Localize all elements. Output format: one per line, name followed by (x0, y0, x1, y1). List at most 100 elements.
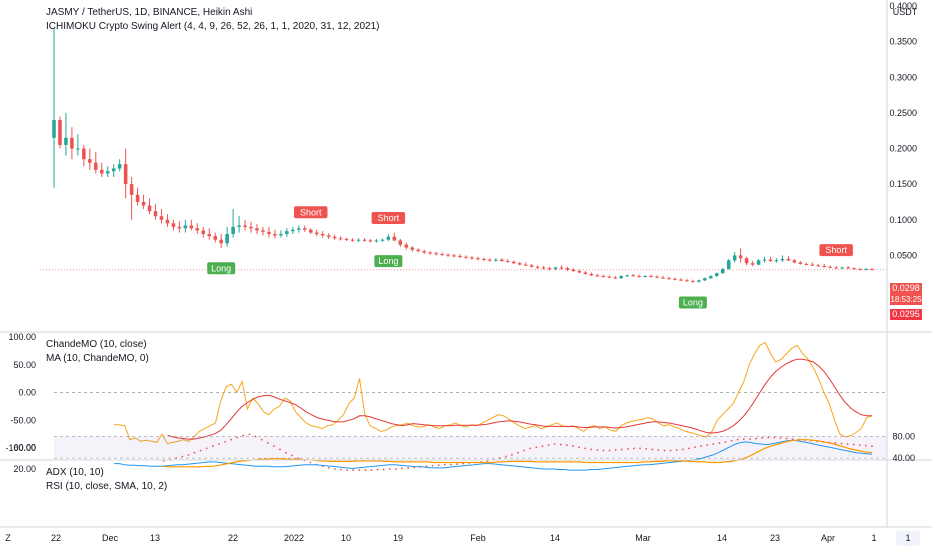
candle-body (571, 269, 576, 272)
adx-dot (779, 437, 782, 439)
adx-dot (614, 449, 617, 451)
adx-dot (724, 440, 727, 443)
candle-body (834, 267, 838, 269)
time-tick: 13 (150, 533, 160, 543)
candle-body (565, 268, 570, 270)
candle-body (756, 260, 761, 265)
price-candles (52, 27, 874, 283)
candle-body (458, 256, 462, 258)
adx-dot (266, 442, 269, 444)
adx-dot (193, 451, 196, 454)
adx-dot (529, 447, 532, 450)
adx-dot (230, 438, 233, 441)
candle-body (786, 258, 791, 261)
candle-body (70, 137, 74, 149)
candle-body (422, 251, 426, 253)
candle-body (637, 276, 641, 278)
adx-dot (224, 440, 226, 443)
currency-label: USDT (893, 7, 918, 17)
last-price-tag: 0.0298 (890, 283, 922, 294)
candle-body (559, 267, 564, 269)
adx-dot (675, 449, 678, 451)
adx-dot (431, 464, 434, 467)
candle-body (76, 148, 80, 150)
candle-body (410, 247, 415, 250)
adx-dot (645, 448, 648, 450)
adx-dot (272, 445, 275, 448)
adx-dot (633, 447, 635, 450)
adx-dot (498, 457, 501, 460)
indicator-title: ICHIMOKU Crypto Swing Alert (4, 4, 9, 26… (46, 21, 380, 32)
signal-short-badge (293, 206, 328, 219)
adx-dot (370, 469, 373, 471)
time-tick: 1 (871, 533, 876, 543)
candle-body (440, 253, 444, 255)
symbol-title: JASMY / TetherUS, 1D, BINANCE, Heikin As… (46, 7, 253, 18)
adx-dot (749, 438, 751, 441)
chande-tick: 0.00 (18, 388, 36, 398)
candle-body (213, 236, 217, 240)
adx-dot (425, 465, 428, 468)
candle-body (732, 255, 737, 261)
adx-dot (785, 437, 788, 440)
adx-dot (352, 469, 355, 471)
candle-body (494, 259, 498, 261)
price-tick: 0.0500 (889, 250, 917, 260)
price-tick: 0.3500 (889, 37, 917, 47)
adx-dot (584, 447, 587, 450)
candle-body (123, 164, 128, 185)
candle-body (159, 216, 164, 220)
candle-body (822, 266, 827, 268)
candle-body (846, 267, 850, 269)
candle-body (380, 239, 385, 241)
candle-body (255, 228, 259, 231)
candle-body (285, 231, 289, 234)
candle-body (135, 194, 140, 202)
adx-dot (535, 446, 538, 449)
low-price-tag: 0.0295 (890, 309, 922, 320)
adx-dot (340, 468, 342, 471)
candle-body (261, 230, 265, 232)
candle-body (207, 234, 212, 237)
candle-body (738, 255, 743, 259)
adx-dot (871, 445, 873, 448)
zoom-label: 1 (905, 533, 910, 543)
adx-dot (755, 437, 757, 440)
candle-body (679, 279, 683, 281)
chande-tick: 100.00 (8, 332, 36, 342)
candle-body (828, 266, 832, 268)
candle-body (165, 219, 170, 224)
candle-body (476, 258, 480, 260)
candle-body (744, 258, 749, 264)
candle-body (685, 280, 689, 282)
candle-body (82, 148, 86, 160)
candle-body (338, 238, 343, 240)
candle-body (105, 171, 110, 174)
candle-body (464, 256, 468, 258)
candle-body (201, 230, 206, 234)
time-tick: 14 (550, 533, 560, 543)
time-tick: 2022 (284, 533, 304, 543)
candle-body (153, 211, 158, 217)
candle-body (643, 276, 647, 278)
zoom-button (896, 531, 920, 546)
adx-dot (510, 453, 513, 456)
adx-dot (608, 449, 611, 452)
candle-body (273, 234, 277, 236)
countdown-tag: 18:53:25 (890, 294, 922, 305)
candle-body (661, 277, 665, 279)
candle-body (231, 226, 235, 234)
candle-body (750, 263, 755, 265)
candle-body (141, 201, 146, 206)
candle-body (398, 240, 403, 245)
candle-body (237, 225, 241, 227)
candle-body (762, 259, 767, 261)
candle-body (332, 236, 337, 239)
adx-dot (504, 455, 507, 458)
adx-dot (218, 443, 220, 445)
candle-body (840, 267, 844, 269)
adx-dot (669, 449, 672, 452)
chande-tick: -50.00 (10, 415, 36, 425)
adx-tick: 20.00 (13, 464, 36, 474)
candle-body (595, 275, 600, 277)
